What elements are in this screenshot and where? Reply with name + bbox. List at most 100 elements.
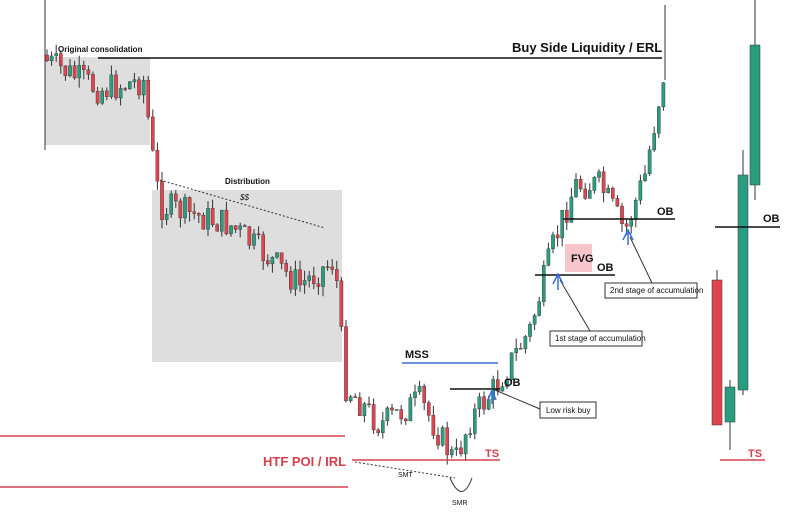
label: OB — [504, 377, 521, 389]
callout-box — [604, 282, 698, 299]
candle — [330, 266, 335, 270]
candle — [542, 265, 546, 302]
candle — [353, 396, 358, 398]
candle — [210, 208, 215, 226]
candle — [408, 397, 413, 422]
candle — [711, 279, 723, 426]
candle — [583, 188, 587, 199]
arrow — [487, 387, 497, 404]
candle — [404, 418, 408, 422]
candle — [54, 53, 58, 57]
candle — [634, 199, 638, 220]
smr-curve — [449, 477, 473, 492]
candle — [385, 407, 390, 421]
dotted-line — [354, 461, 456, 479]
candle — [86, 69, 91, 75]
candle — [509, 352, 514, 380]
candle — [127, 81, 132, 90]
candle — [463, 434, 468, 455]
label: $$ — [239, 193, 249, 202]
label: 1st stage of accumulation — [555, 334, 646, 343]
candle — [620, 205, 624, 224]
candle — [91, 74, 95, 92]
candle — [302, 280, 307, 286]
candle — [647, 149, 652, 175]
candle — [95, 91, 100, 104]
label: Distribution — [225, 177, 270, 186]
label: Buy Side Liquidity / ERL — [512, 40, 662, 55]
candle — [638, 180, 643, 201]
candle — [394, 409, 399, 411]
candle — [293, 269, 298, 290]
candle — [440, 427, 445, 446]
candle — [49, 55, 54, 62]
candle — [321, 266, 325, 287]
candle — [436, 435, 440, 446]
label: SMT — [398, 472, 414, 479]
candle — [279, 252, 284, 264]
candle — [339, 280, 344, 327]
candle — [417, 385, 422, 393]
candle — [307, 275, 312, 281]
candle — [724, 386, 736, 423]
candle — [178, 200, 183, 219]
candle — [569, 196, 574, 223]
candle — [601, 171, 606, 193]
candle — [233, 225, 238, 230]
candle — [486, 399, 491, 410]
candle — [155, 150, 160, 182]
candle — [164, 214, 169, 220]
candle — [123, 88, 127, 90]
candle — [615, 198, 620, 207]
candle — [468, 433, 473, 436]
candle — [275, 252, 279, 258]
label: FVG — [571, 253, 594, 265]
candle — [150, 116, 155, 151]
candle — [459, 447, 463, 455]
candle — [578, 179, 583, 190]
candle — [81, 64, 86, 70]
candle — [606, 187, 610, 193]
candle — [183, 197, 187, 219]
candle — [477, 396, 482, 410]
candle — [376, 429, 381, 434]
label: TS — [485, 448, 499, 460]
candle — [624, 223, 629, 227]
candle — [537, 301, 541, 316]
candle — [749, 44, 761, 186]
candle — [427, 402, 431, 416]
candle — [224, 209, 229, 235]
candle — [72, 65, 77, 79]
candle — [335, 269, 339, 282]
candle — [325, 266, 330, 268]
candle — [59, 53, 63, 67]
candle — [362, 403, 367, 416]
candle — [252, 233, 256, 246]
label: Original consolidation — [58, 45, 143, 54]
candle — [657, 106, 661, 134]
candle — [187, 197, 192, 212]
candle — [137, 79, 141, 96]
callout-line — [629, 236, 653, 284]
candle — [555, 234, 560, 239]
callout-line — [494, 389, 541, 410]
candle — [109, 74, 114, 97]
candle — [500, 386, 505, 392]
candle — [114, 74, 118, 99]
candle — [247, 226, 252, 246]
candle — [289, 271, 293, 290]
candle — [652, 133, 656, 151]
candle — [450, 449, 454, 456]
label: HTF POI / IRL — [263, 454, 346, 469]
candle — [160, 181, 164, 220]
candle — [219, 209, 224, 232]
candle — [261, 234, 266, 261]
candle — [367, 403, 371, 406]
candle — [344, 326, 348, 402]
levels — [0, 57, 780, 492]
candle — [482, 396, 486, 410]
candle — [77, 64, 81, 79]
label: OB — [657, 206, 674, 218]
candle — [266, 260, 270, 265]
